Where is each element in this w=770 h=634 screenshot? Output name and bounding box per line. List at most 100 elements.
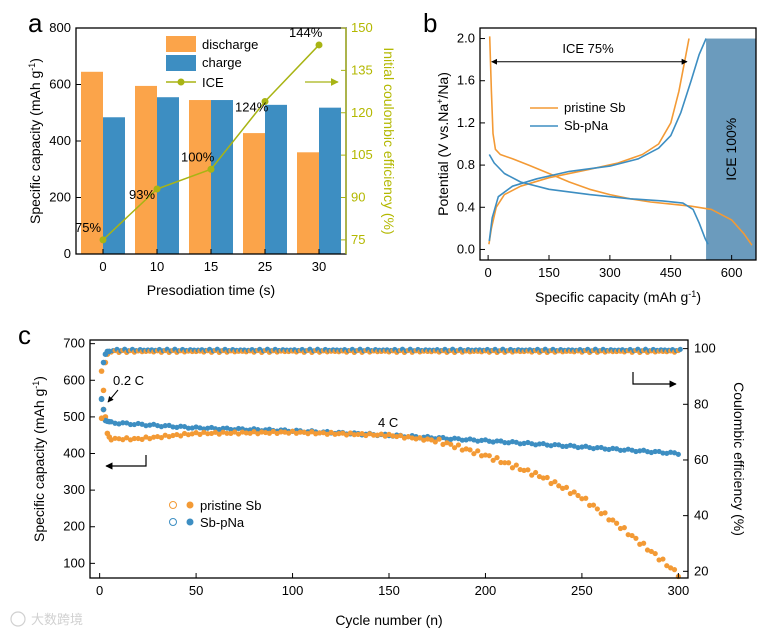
capacity-point-pristine (417, 435, 423, 441)
capacity-point-sbpna (494, 438, 500, 444)
capacity-point-pristine-initial (98, 368, 105, 374)
capacity-point-pristine (355, 431, 361, 438)
capacity-point-sbpna (147, 422, 153, 428)
ce-point-sbpna-initial (98, 395, 105, 402)
capacity-point-pristine (455, 442, 462, 448)
capacity-point-pristine (297, 429, 303, 435)
capacity-point-sbpna (575, 444, 581, 451)
capacity-point-pristine (509, 465, 516, 471)
capacity-point-pristine (224, 430, 230, 436)
c-ytick-right-label: 60 (694, 452, 708, 467)
capacity-point-pristine (571, 489, 577, 495)
capacity-point-pristine (332, 431, 338, 437)
panel-b: b ICE 100% 0.0 0.4 0.8 1.2 1.6 2.0 0 150 300 450… (423, 8, 757, 305)
capacity-point-pristine (513, 462, 519, 468)
capacity-point-sbpna (444, 436, 450, 442)
panel-c-xlabel: Cycle number (n) (335, 612, 442, 628)
capacity-point-sbpna (652, 448, 658, 455)
capacity-point-pristine (259, 429, 265, 435)
capacity-point-pristine (124, 435, 130, 441)
capacity-point-pristine (370, 432, 377, 438)
capacity-point-sbpna (668, 449, 674, 455)
capacity-point-pristine (428, 437, 435, 443)
panel-a-ylabel-right: Initial coulombic efficiency (%) (381, 47, 397, 234)
capacity-point-sbpna (235, 425, 242, 432)
capacity-point-pristine (641, 540, 647, 546)
panel-b-ylabel: Potential (V vs.Na+/Na) (435, 72, 451, 216)
capacity-point-pristine (486, 453, 492, 459)
capacity-point-pristine (286, 430, 292, 436)
b-xtick-label: 150 (538, 265, 560, 280)
ce-point-pristine-initial (100, 387, 107, 394)
bar-discharge-25 (243, 133, 265, 254)
legend-a-charge-swatch (166, 55, 196, 71)
bar-charge-30 (319, 107, 341, 254)
c-ytick-label: 300 (63, 482, 85, 497)
c-ytick-label: 600 (63, 372, 85, 387)
capacity-point-pristine (556, 483, 562, 489)
capacity-point-pristine (390, 433, 396, 439)
bar-charge-10 (157, 97, 179, 255)
capacity-point-sbpna (170, 424, 176, 430)
c-ytick-right-label: 100 (694, 341, 716, 356)
panel-c-low-rate-arrow (107, 389, 119, 403)
capacity-point-pristine (517, 466, 523, 473)
c-xtick-label: 200 (475, 583, 497, 598)
capacity-point-pristine (193, 430, 199, 436)
capacity-point-pristine (251, 429, 257, 435)
curve-Sb-pNa-charge (488, 38, 707, 242)
capacity-point-pristine (467, 447, 473, 453)
capacity-point-pristine (621, 525, 627, 531)
panel-b-label: b (423, 8, 437, 38)
capacity-point-pristine (232, 429, 238, 435)
legend-c-pristine-filled (186, 501, 194, 509)
capacity-point-sbpna (178, 423, 184, 429)
capacity-point-pristine (498, 459, 504, 466)
ice-label: 144% (289, 25, 323, 40)
capacity-point-sbpna (517, 441, 523, 447)
capacity-point-pristine (587, 502, 593, 508)
capacity-point-sbpna (478, 437, 485, 443)
ce-point-sbpna (677, 346, 683, 352)
capacity-point-sbpna-initial (100, 406, 107, 413)
ce-point-sbpna-initial (106, 348, 113, 355)
ice-point (153, 185, 161, 193)
b-ytick-label: 0.4 (457, 199, 475, 214)
ce-point-pristine-initial (98, 415, 105, 422)
ice-100-box (706, 38, 756, 260)
ice-100-label: ICE 100% (723, 118, 739, 181)
capacity-point-sbpna (610, 445, 616, 451)
capacity-point-sbpna (220, 425, 226, 431)
capacity-point-sbpna (127, 421, 134, 428)
capacity-point-pristine (451, 445, 458, 451)
capacity-point-pristine (305, 431, 311, 437)
capacity-point-pristine (490, 457, 496, 463)
curve-pristine-Sb-charge (488, 38, 690, 245)
capacity-point-pristine (359, 430, 365, 437)
capacity-point-pristine (544, 474, 550, 481)
bar-charge-15 (211, 100, 233, 254)
a-ytick-right-label: 90 (351, 190, 365, 205)
capacity-point-pristine (671, 567, 678, 573)
a-xtick-label: 30 (312, 259, 326, 274)
capacity-point-sbpna (579, 444, 585, 450)
b-ytick-label: 1.2 (457, 115, 475, 130)
capacity-point-pristine (262, 429, 269, 436)
capacity-point-sbpna (486, 438, 492, 444)
c-xtick-label: 0 (96, 583, 103, 598)
legend-c-sbpna-open (169, 518, 177, 526)
watermark: 大数跨境 (10, 611, 83, 627)
capacity-point-pristine (602, 510, 608, 516)
panel-a-label: a (28, 8, 43, 38)
capacity-point-pristine (278, 429, 284, 435)
capacity-point-pristine (151, 434, 157, 440)
capacity-point-pristine (205, 431, 211, 437)
a-ytick-label: 400 (49, 133, 71, 148)
capacity-point-pristine (529, 472, 535, 478)
c-ytick-label: 400 (63, 446, 85, 461)
capacity-point-sbpna (451, 435, 458, 441)
capacity-point-pristine (289, 428, 296, 434)
c-xtick-label: 150 (378, 583, 400, 598)
panel-c-high-rate-annotation: 4 C (378, 415, 398, 430)
